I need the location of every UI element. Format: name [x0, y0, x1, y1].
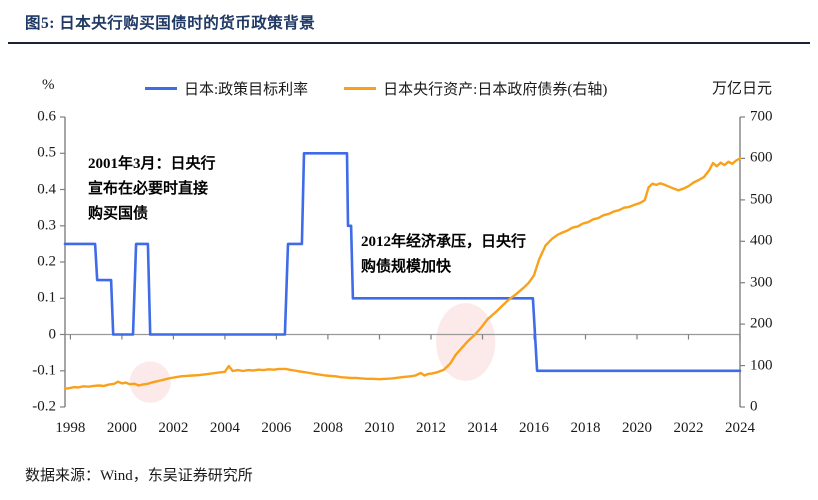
annotation-line: 2001年3月：日央行: [88, 156, 216, 172]
legend-line-swatch: [344, 87, 377, 90]
annotation-line: 购买国债: [88, 206, 149, 222]
annotation-line: 宣布在必要时直接: [88, 181, 209, 197]
left-axis-unit: %: [42, 77, 55, 93]
chart-legend: 日本:政策目标利率 日本央行资产:日本政府债券(右轴): [145, 78, 607, 99]
annotation-2001: 2001年3月：日央行 宣布在必要时直接 购买国债: [88, 152, 216, 227]
legend-line-swatch: [145, 87, 177, 90]
legend-label: 日本:政策目标利率: [184, 82, 309, 98]
legend-label: 日本央行资产:日本政府债券(右轴): [383, 82, 608, 98]
annotation-line: 2012年经济承压，日央行: [361, 234, 527, 250]
figure-title: 图5: 日本央行购买国债时的货币政策背景: [25, 15, 316, 32]
title-divider: [8, 42, 810, 44]
legend-item-1: 日本央行资产:日本政府债券(右轴): [344, 78, 607, 99]
right-axis-unit: 万亿日元: [712, 81, 773, 97]
legend-item-0: 日本:政策目标利率: [145, 78, 308, 99]
annotation-2012: 2012年经济承压，日央行 购债规模加快: [361, 230, 526, 280]
series-line-1: [63, 157, 742, 390]
annotation-line: 购债规模加快: [361, 259, 452, 275]
series-line-0: [63, 152, 742, 373]
data-source: 数据来源：Wind，东吴证券研究所: [25, 468, 253, 484]
